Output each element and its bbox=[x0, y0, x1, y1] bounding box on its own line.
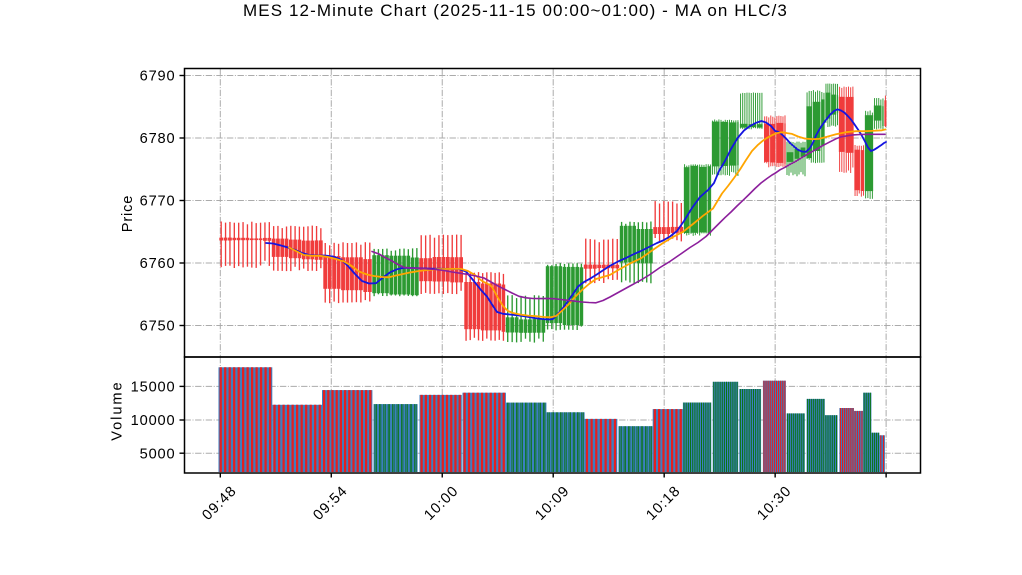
svg-text:5000: 5000 bbox=[140, 446, 176, 462]
svg-text:Volume: Volume bbox=[110, 380, 126, 440]
svg-text:Price: Price bbox=[120, 195, 136, 233]
svg-text:6780: 6780 bbox=[140, 131, 176, 147]
svg-text:6770: 6770 bbox=[140, 194, 176, 210]
svg-text:15000: 15000 bbox=[131, 380, 176, 396]
svg-text:MES 12-Minute Chart (2025-11-1: MES 12-Minute Chart (2025-11-15 00:00~01… bbox=[243, 1, 788, 20]
svg-text:10000: 10000 bbox=[131, 413, 176, 429]
svg-text:6750: 6750 bbox=[140, 319, 176, 335]
svg-text:6760: 6760 bbox=[140, 256, 176, 272]
svg-text:6790: 6790 bbox=[140, 69, 176, 85]
